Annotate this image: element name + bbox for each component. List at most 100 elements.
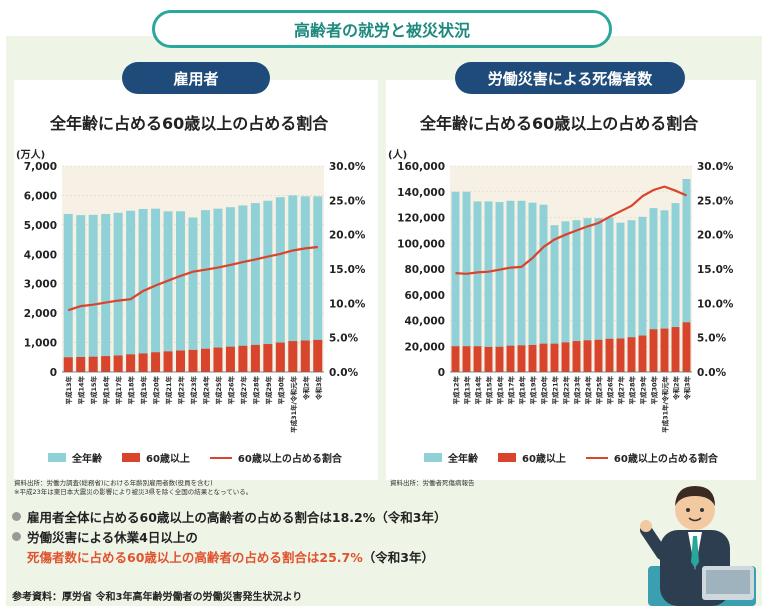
x-tick-label: 平成28年 [628,376,637,405]
bar-over60 [63,357,73,372]
y2-tick-label: 5.0% [697,333,727,345]
y2-tick-label: 5.0% [329,333,359,345]
x-tick-label: 平成16年 [102,376,111,405]
bar-over60 [616,338,625,372]
injury-legend: 全年齢 60歳以上 60歳以上の占める割合 [424,450,718,465]
bar-over60 [561,342,570,372]
bar-all-ages [671,203,680,372]
office-worker-illustration [640,486,756,606]
bar-all-ages [495,202,504,372]
bar-all-ages [313,196,323,372]
y2-tick-label: 30.0% [329,161,366,173]
y2-tick-label: 30.0% [697,161,734,173]
bar-over60 [213,347,223,372]
bullet-dot-icon [12,532,21,541]
source-line: 資料出所：労働者死傷病報告 [390,479,475,487]
x-tick-label: 平成24年 [584,376,593,405]
injury-source: 資料出所：労働者死傷病報告 [390,479,475,488]
bar-all-ages [101,213,111,372]
bar-over60 [550,343,559,372]
bar-all-ages [151,208,161,372]
bar-all-ages [63,213,73,372]
bar-all-ages [550,225,559,372]
bar-all-ages [88,214,98,372]
y2-tick-label: 15.0% [329,264,366,276]
bar-over60 [263,344,273,372]
y-tick-label: 40,000 [404,316,445,328]
y-tick-label: 20,000 [404,341,445,353]
ratio-line [67,245,318,312]
bar-all-ages [627,220,636,372]
x-tick-label: 平成26年 [606,376,615,405]
x-tick-label: 平成22年 [177,376,186,405]
reference-note: 参考資料：厚労省 令和3年高年齢労働者の労働災害発生状況より [12,592,303,603]
bar-over60 [138,353,148,372]
bar-over60 [495,346,504,372]
y2-tick-label: 15.0% [697,264,734,276]
x-tick-label: 平成23年 [189,376,198,405]
x-tick-label: 平成20年 [540,376,549,405]
bar-over60 [671,327,680,372]
bar-all-ages [506,200,515,372]
employment-header: 雇用者 [122,62,270,94]
bar-all-ages [263,200,273,372]
x-tick-label: 平成14年 [474,376,483,405]
bar-over60 [200,348,210,372]
y2-tick-label: 0.0% [697,367,727,379]
x-tick-label: 平成14年 [77,376,86,405]
x-tick-label: 平成27年 [617,376,626,405]
legend-label-all-ages: 全年齢 [72,454,102,465]
y2-tick-label: 0.0% [329,367,359,379]
bar-all-ages [660,210,669,372]
x-tick-label: 平成29年 [264,376,273,405]
x-tick-label: 平成25年 [214,376,223,405]
bar-all-ages [225,207,235,372]
bar-over60 [638,335,647,372]
y2-tick-label: 10.0% [697,298,734,310]
x-tick-label: 平成30年 [650,376,659,405]
y-tick-label: 160,000 [397,161,445,173]
y-axis-unit: (万人) [16,148,45,161]
x-tick-label: 平成29年 [639,376,648,405]
x-tick-label: 平成23年 [573,376,582,405]
legend-swatch-ratio [585,456,608,459]
y2-tick-label: 25.0% [697,195,734,207]
bar-over60 [451,346,460,372]
y-tick-label: 80,000 [404,264,445,276]
ratio-line [455,185,687,275]
source-line: ※平成23年は東日本大震災の影響により被災3県を除く全国の結果となっている。 [14,488,253,496]
bar-over60 [176,350,186,372]
source-line: 資料出所：労働力調査(総務省)における年齢別雇用者数(役員を含む) [14,479,213,487]
bullet-text: 雇用者全体に占める60歳以上の高齢者の占める割合は18.2%（令和3年） [27,510,447,525]
x-tick-label: 平成24年 [201,376,210,405]
y-tick-label: 4,000 [24,249,57,261]
bar-over60 [113,355,123,372]
bar-all-ages [213,208,223,372]
y-tick-label: 140,000 [397,187,445,199]
legend-swatch-ratio [209,456,232,459]
x-tick-label: 平成15年 [485,376,494,405]
bar-all-ages [638,216,647,372]
x-tick-label: 平成30年 [276,376,285,405]
x-tick-label: 平成18年 [127,376,136,405]
employment-legend: 全年齢 60歳以上 60歳以上の占める割合 [48,450,342,465]
y-tick-label: 3,000 [24,279,57,291]
bar-all-ages [605,217,614,372]
bar-all-ages [517,200,526,372]
bar-over60 [539,343,548,372]
bar-over60 [163,351,173,372]
bar-over60 [572,341,581,372]
bar-all-ages [539,204,548,372]
injury-chart: (人) 0 20,000 40,000 60,000 80,000 100,000 120,0… [388,148,734,433]
legend-swatch-over60 [122,453,140,462]
x-tick-label: 平成17年 [507,376,516,405]
bar-all-ages [176,211,186,372]
y-tick-label: 2,000 [24,308,57,320]
bar-over60 [649,329,658,372]
bar-over60 [594,339,603,372]
bar-over60 [275,342,285,372]
y-tick-label: 120,000 [397,213,445,225]
x-tick-label: 平成27年 [239,376,248,405]
legend-label-ratio: 60歳以上の占める割合 [613,454,718,465]
